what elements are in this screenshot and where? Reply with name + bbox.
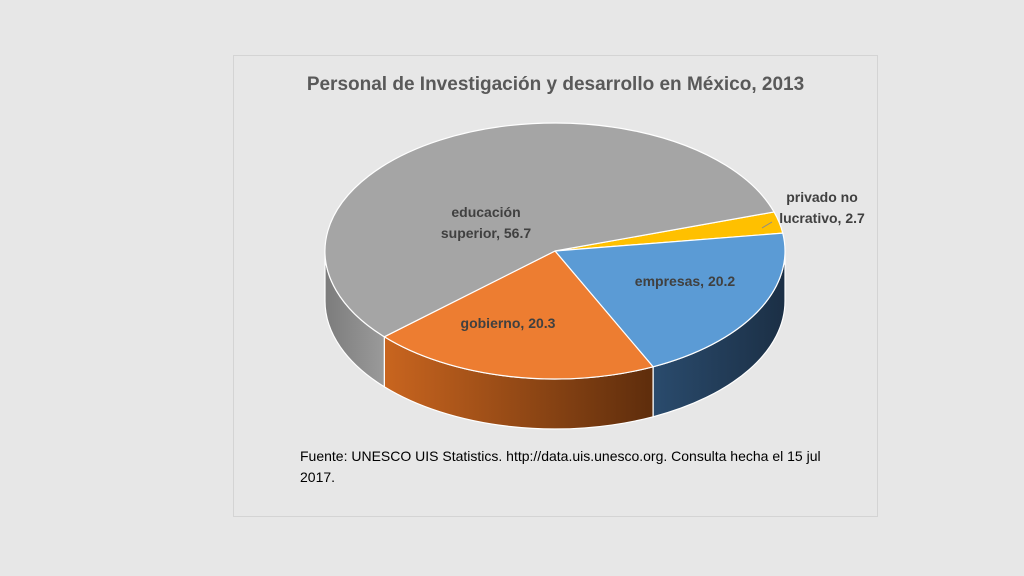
data-label-gobierno: gobierno, 20.3 <box>461 315 556 331</box>
pie-labels: privado no lucrativo, 2.7 empresas, 20.2 go… <box>441 189 865 331</box>
pie-slice-gobierno <box>383 250 655 380</box>
leader-line-privado-no-lucrativo <box>761 221 773 229</box>
chart-title: Personal de Investigación y desarrollo e… <box>306 74 805 95</box>
data-label-empresas: empresas, 20.2 <box>635 273 736 289</box>
data-label-privado-no-lucrativo: privado no lucrativo, 2.7 <box>779 189 865 226</box>
pie-slice-empresas <box>553 232 786 368</box>
pie-tops <box>324 122 786 380</box>
data-label-educacion-superior: educación superior, 56.7 <box>441 204 531 241</box>
pie-slice-educacion-superior <box>324 122 775 338</box>
source-note: Fuente: UNESCO UIS Statistics. http://da… <box>300 448 821 485</box>
